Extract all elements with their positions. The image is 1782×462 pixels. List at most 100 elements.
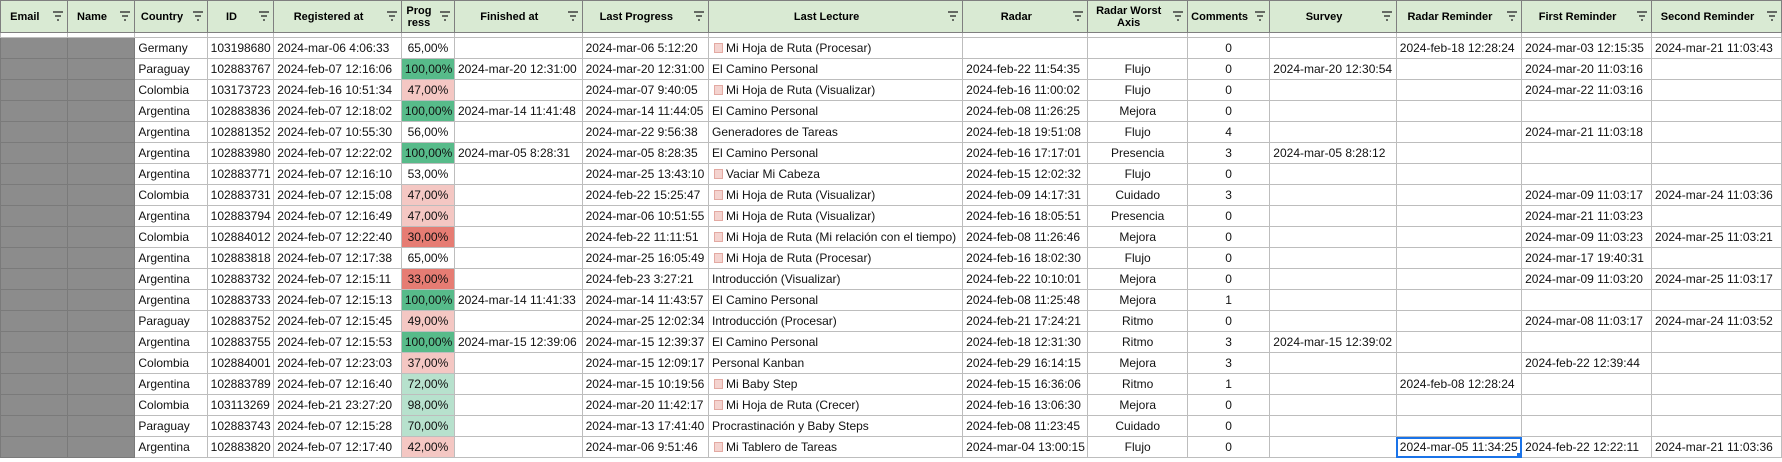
name-cell-redacted[interactable] [66, 352, 136, 374]
second-reminder-cell[interactable]: 2024-mar-25 11:03:21 [1651, 226, 1782, 248]
comments-cell[interactable]: 0 [1186, 226, 1271, 248]
first-reminder-cell[interactable] [1521, 142, 1652, 164]
first-reminder-cell[interactable]: 2024-mar-09 11:03:17 [1521, 184, 1652, 206]
progress-cell[interactable]: 100,00% [400, 142, 455, 164]
radar-worst-axis-cell[interactable]: Flujo [1087, 58, 1188, 80]
id-cell[interactable]: 102883731 [206, 184, 275, 206]
table-row[interactable]: Argentina 102883771 2024-feb-07 12:16:10 53… [0, 163, 1782, 185]
country-cell[interactable]: Argentina [134, 373, 208, 395]
comments-cell[interactable]: 0 [1186, 394, 1271, 416]
progress-cell[interactable]: 37,00% [400, 352, 455, 374]
email-cell-redacted[interactable] [0, 79, 68, 101]
radar-reminder-cell[interactable] [1395, 394, 1523, 416]
country-cell[interactable]: Colombia [134, 394, 208, 416]
registered-at-cell[interactable]: 2024-feb-07 10:55:30 [273, 121, 402, 143]
radar-cell[interactable]: 2024-feb-22 10:10:01 [962, 268, 1089, 290]
name-cell-redacted[interactable] [66, 58, 136, 80]
last-progress-cell[interactable]: 2024-mar-06 5:12:20 [581, 37, 710, 59]
first-reminder-cell[interactable] [1521, 100, 1652, 122]
survey-cell[interactable] [1269, 100, 1397, 122]
column-header-survey[interactable]: Survey [1269, 0, 1397, 33]
finished-at-cell[interactable] [453, 394, 583, 416]
last-lecture-cell[interactable]: Generadores de Tareas [708, 121, 964, 143]
id-cell[interactable]: 102881352 [206, 121, 275, 143]
table-row[interactable]: Colombia 102884012 2024-feb-07 12:22:40 30,… [0, 226, 1782, 248]
last-progress-cell[interactable]: 2024-mar-07 9:40:05 [581, 79, 710, 101]
comments-cell[interactable]: 0 [1186, 37, 1271, 59]
name-cell-redacted[interactable] [66, 184, 136, 206]
radar-worst-axis-cell[interactable]: Cuidado [1087, 415, 1188, 437]
country-cell[interactable]: Paraguay [134, 58, 208, 80]
country-cell[interactable]: Colombia [134, 79, 208, 101]
radar-worst-axis-cell[interactable]: Mejora [1087, 226, 1188, 248]
comments-cell[interactable]: 0 [1186, 205, 1271, 227]
first-reminder-cell[interactable] [1521, 331, 1652, 353]
filter-icon[interactable] [119, 10, 131, 22]
email-cell-redacted[interactable] [0, 226, 68, 248]
radar-worst-axis-cell[interactable]: Flujo [1087, 163, 1188, 185]
survey-cell[interactable] [1269, 415, 1397, 437]
finished-at-cell[interactable] [453, 37, 583, 59]
radar-worst-axis-cell[interactable]: Ritmo [1087, 373, 1188, 395]
column-header-prog-ress[interactable]: Prog ress [400, 0, 455, 33]
id-cell[interactable]: 102883794 [206, 205, 275, 227]
last-lecture-cell[interactable]: El Camino Personal [708, 331, 964, 353]
comments-cell[interactable]: 3 [1186, 142, 1271, 164]
filter-icon[interactable] [386, 10, 398, 22]
name-cell-redacted[interactable] [66, 436, 136, 458]
progress-cell[interactable]: 72,00% [400, 373, 455, 395]
last-progress-cell[interactable]: 2024-mar-25 16:05:49 [581, 247, 710, 269]
id-cell[interactable]: 102883733 [206, 289, 275, 311]
country-cell[interactable]: Colombia [134, 184, 208, 206]
progress-cell[interactable]: 42,00% [400, 436, 455, 458]
second-reminder-cell[interactable] [1651, 163, 1782, 185]
column-header-comments[interactable]: Comments [1186, 0, 1271, 33]
progress-cell[interactable]: 70,00% [400, 415, 455, 437]
radar-cell[interactable]: 2024-feb-16 18:05:51 [962, 205, 1089, 227]
second-reminder-cell[interactable] [1651, 79, 1782, 101]
country-cell[interactable]: Argentina [134, 121, 208, 143]
comments-cell[interactable]: 0 [1186, 415, 1271, 437]
second-reminder-cell[interactable]: 2024-mar-24 11:03:52 [1651, 310, 1782, 332]
name-cell-redacted[interactable] [66, 226, 136, 248]
last-progress-cell[interactable]: 2024-mar-25 13:43:10 [581, 163, 710, 185]
second-reminder-cell[interactable] [1651, 331, 1782, 353]
table-row[interactable]: Argentina 102881352 2024-feb-07 10:55:30 56… [0, 121, 1782, 143]
name-cell-redacted[interactable] [66, 37, 136, 59]
country-cell[interactable]: Paraguay [134, 415, 208, 437]
column-header-radar-reminder[interactable]: Radar Reminder [1395, 0, 1523, 33]
finished-at-cell[interactable] [453, 373, 583, 395]
column-header-last-lecture[interactable]: Last Lecture [708, 0, 964, 33]
radar-reminder-cell[interactable] [1395, 268, 1523, 290]
last-progress-cell[interactable]: 2024-feb-23 3:27:21 [581, 268, 710, 290]
progress-cell[interactable]: 100,00% [400, 100, 455, 122]
last-progress-cell[interactable]: 2024-mar-15 10:19:56 [581, 373, 710, 395]
finished-at-cell[interactable] [453, 79, 583, 101]
name-cell-redacted[interactable] [66, 163, 136, 185]
registered-at-cell[interactable]: 2024-feb-07 12:23:03 [273, 352, 402, 374]
radar-worst-axis-cell[interactable]: Presencia [1087, 142, 1188, 164]
id-cell[interactable]: 102884012 [206, 226, 275, 248]
progress-cell[interactable]: 30,00% [400, 226, 455, 248]
last-lecture-cell[interactable]: Mi Hoja de Ruta (Visualizar) [708, 79, 964, 101]
survey-cell[interactable] [1269, 226, 1397, 248]
filter-icon[interactable] [1072, 10, 1084, 22]
registered-at-cell[interactable]: 2024-feb-07 12:17:40 [273, 436, 402, 458]
country-cell[interactable]: Argentina [134, 205, 208, 227]
registered-at-cell[interactable]: 2024-feb-07 12:17:38 [273, 247, 402, 269]
last-progress-cell[interactable]: 2024-mar-05 8:28:35 [581, 142, 710, 164]
first-reminder-cell[interactable] [1521, 373, 1652, 395]
last-progress-cell[interactable]: 2024-mar-25 12:02:34 [581, 310, 710, 332]
comments-cell[interactable]: 1 [1186, 289, 1271, 311]
email-cell-redacted[interactable] [0, 436, 68, 458]
radar-worst-axis-cell[interactable]: Ritmo [1087, 310, 1188, 332]
email-cell-redacted[interactable] [0, 100, 68, 122]
registered-at-cell[interactable]: 2024-feb-16 10:51:34 [273, 79, 402, 101]
radar-worst-axis-cell[interactable]: Mejora [1087, 394, 1188, 416]
name-cell-redacted[interactable] [66, 331, 136, 353]
radar-cell[interactable] [962, 37, 1089, 59]
second-reminder-cell[interactable]: 2024-mar-24 11:03:36 [1651, 184, 1782, 206]
last-lecture-cell[interactable]: Mi Hoja de Ruta (Visualizar) [708, 205, 964, 227]
radar-reminder-cell[interactable]: 2024-mar-05 11:34:25 [1395, 436, 1523, 458]
radar-reminder-cell[interactable] [1395, 100, 1523, 122]
